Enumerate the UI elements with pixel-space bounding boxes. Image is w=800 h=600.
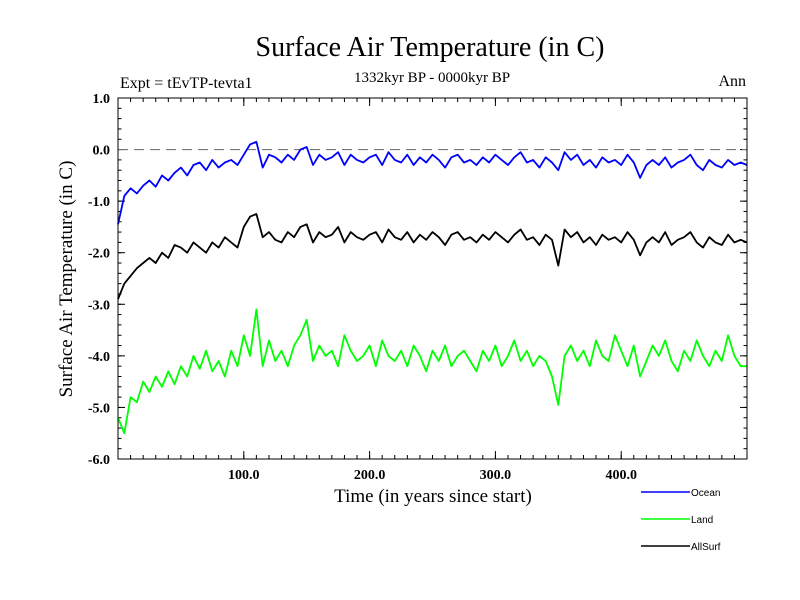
series-line-land [117,308,747,435]
x-tick-label: 100.0 [228,468,260,483]
y-tick-label: 0.0 [93,144,111,159]
y-tick-label: -6.0 [88,453,110,468]
legend: Ocean Land AllSurf [641,488,721,553]
x-tick-label: 400.0 [605,468,637,483]
legend-label-ocean: Ocean [691,488,720,499]
plot-frame [117,97,748,460]
chart-title: Surface Air Temperature (in C) [256,32,605,63]
experiment-label: Expt = tEvTP-tevta1 [120,75,253,92]
period-label: Ann [718,73,746,90]
plot-area: 1.0 0.0 -1.0 -2.0 -3.0 -4.0 -5.0 -6.0 100.0 200.0… [88,92,748,483]
legend-label-land: Land [691,515,713,526]
x-axis-label: Time (in years since start) [334,486,532,507]
chart-subtitle: 1332kyr BP - 0000kyr BP [354,70,510,86]
series-line-allsurf [117,213,748,300]
y-tick-label: 1.0 [93,92,111,107]
y-tick-label: -3.0 [88,298,110,313]
y-tick-label: -5.0 [88,401,110,416]
legend-label-allsurf: AllSurf [691,542,721,553]
y-axis-label: Surface Air Temperature (in C) [56,161,77,398]
y-tick-label: -4.0 [88,350,110,365]
y-tick-label: -2.0 [88,247,110,262]
x-tick-label: 200.0 [354,468,386,483]
x-tick-label: 300.0 [480,468,512,483]
series-line-ocean [117,140,748,225]
y-tick-label: -1.0 [88,195,110,210]
